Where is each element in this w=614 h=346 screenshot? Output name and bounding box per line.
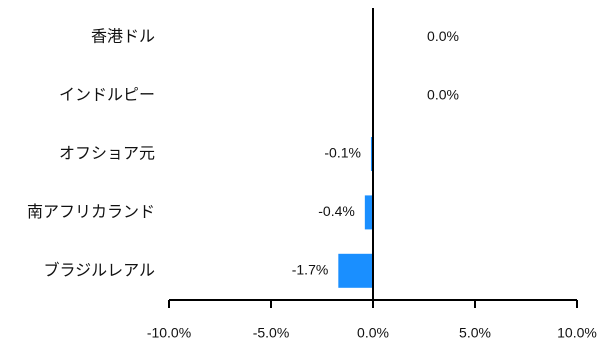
- bar: [370, 137, 373, 171]
- data-label: 0.0%: [427, 28, 459, 44]
- category-label: 南アフリカランド: [27, 202, 155, 221]
- data-label: -1.7%: [292, 262, 329, 278]
- bars: [338, 137, 373, 288]
- x-tick-label: 10.0%: [557, 325, 597, 341]
- category-label: ブラジルレアル: [43, 260, 155, 279]
- bar: [364, 195, 373, 230]
- data-label: -0.4%: [318, 203, 355, 219]
- category-label: 香港ドル: [91, 27, 155, 46]
- data-label: -0.1%: [324, 145, 361, 161]
- x-axis-ticks: -10.0% -5.0% 0.0% 5.0% 10.0%: [147, 300, 597, 341]
- category-label: オフショア元: [59, 144, 155, 163]
- category-label: インドルピー: [59, 85, 155, 104]
- x-tick-label: 0.0%: [357, 325, 389, 341]
- x-tick-label: 5.0%: [459, 325, 491, 341]
- data-labels: 0.0% 0.0% -0.1% -0.4% -1.7%: [292, 28, 459, 278]
- x-tick-label: -5.0%: [253, 325, 290, 341]
- data-label: 0.0%: [427, 86, 459, 102]
- bar: [338, 253, 373, 288]
- x-tick-label: -10.0%: [147, 325, 191, 341]
